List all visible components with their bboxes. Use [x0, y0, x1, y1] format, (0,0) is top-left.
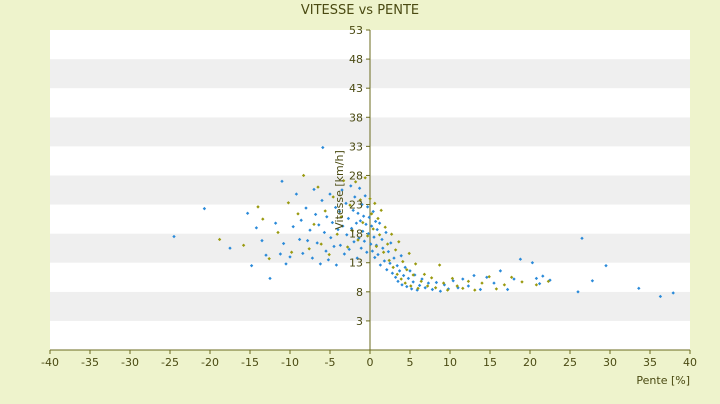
x-tick-label: 10 — [443, 356, 457, 369]
data-point — [278, 252, 283, 256]
y-tick-label: 23 — [349, 199, 363, 212]
x-tick-label: 0 — [367, 356, 374, 369]
data-point — [202, 206, 207, 211]
data-point — [361, 220, 365, 225]
data-point — [294, 192, 299, 196]
x-tick-label: 30 — [603, 356, 617, 369]
chart-title: VITESSE vs PENTE — [301, 3, 419, 18]
data-point — [322, 230, 327, 235]
data-point — [353, 195, 357, 199]
data-point — [301, 251, 305, 256]
x-tick-label: 20 — [523, 356, 537, 369]
x-tick-label: 40 — [683, 356, 697, 369]
data-point — [541, 274, 545, 278]
x-tick-label: 25 — [563, 356, 577, 369]
data-point — [286, 201, 291, 205]
y-tick-label: 43 — [349, 82, 363, 95]
data-point — [361, 229, 365, 234]
data-point — [358, 198, 363, 202]
x-tick-label: 15 — [483, 356, 497, 369]
x-tick-label: -25 — [161, 356, 179, 369]
x-tick-label: -30 — [121, 356, 139, 369]
data-point — [342, 252, 347, 256]
data-point — [534, 283, 539, 287]
data-point — [264, 253, 268, 257]
x-axis-label: Pente [%] — [636, 374, 690, 387]
y-tick-label: 18 — [349, 228, 363, 241]
data-point — [288, 255, 292, 259]
data-point — [365, 250, 369, 254]
y-tick-label: 33 — [349, 140, 363, 153]
data-point — [374, 244, 379, 249]
data-point — [362, 239, 367, 243]
data-point — [637, 286, 641, 291]
data-point — [546, 279, 551, 284]
x-tick-label: 35 — [643, 356, 657, 369]
data-point — [338, 243, 343, 247]
data-point — [172, 234, 176, 239]
data-point — [580, 236, 584, 240]
data-point — [317, 223, 321, 227]
data-point — [325, 215, 329, 219]
y-tick-label: 48 — [349, 53, 363, 66]
data-point — [341, 224, 345, 228]
data-point — [399, 254, 403, 258]
y-tick-label: 28 — [349, 169, 363, 182]
data-point — [329, 236, 333, 240]
data-point — [261, 217, 265, 221]
data-point — [386, 249, 391, 254]
y-tick-label: 38 — [349, 111, 363, 124]
data-point — [358, 219, 363, 223]
data-point — [349, 184, 353, 188]
y-tick-label: 13 — [349, 257, 363, 270]
x-tick-label: -40 — [41, 356, 59, 369]
x-tick-label: -15 — [241, 356, 259, 369]
y-axis-label: Vitesse [km/h] — [333, 150, 346, 230]
data-point — [534, 276, 539, 281]
data-point — [350, 229, 355, 233]
data-point — [381, 246, 385, 250]
data-point — [520, 280, 524, 284]
data-point — [590, 279, 595, 283]
data-point — [345, 233, 349, 237]
data-point — [369, 242, 373, 246]
x-tick-label: -10 — [281, 356, 299, 369]
data-point — [346, 216, 351, 221]
y-tick-label: 3 — [356, 315, 363, 328]
axes — [49, 29, 691, 354]
data-point — [373, 201, 377, 206]
x-tick-label: -5 — [325, 356, 336, 369]
x-tick-label: 5 — [407, 356, 414, 369]
data-point — [354, 221, 359, 225]
tick-labels: -40 -35 -30 -25 -20 -15 -10 -5 0 5 10 15 20 25 30 35 40 3… — [41, 24, 697, 369]
data-point — [330, 220, 335, 225]
data-point — [512, 277, 516, 281]
x-tick-label: -20 — [201, 356, 219, 369]
y-tick-label: 8 — [356, 286, 363, 299]
y-tick-label: 53 — [349, 24, 363, 37]
x-tick-label: -35 — [81, 356, 99, 369]
data-point — [397, 240, 401, 244]
data-point — [370, 249, 375, 253]
data-point — [321, 145, 325, 150]
data-point — [389, 241, 393, 245]
